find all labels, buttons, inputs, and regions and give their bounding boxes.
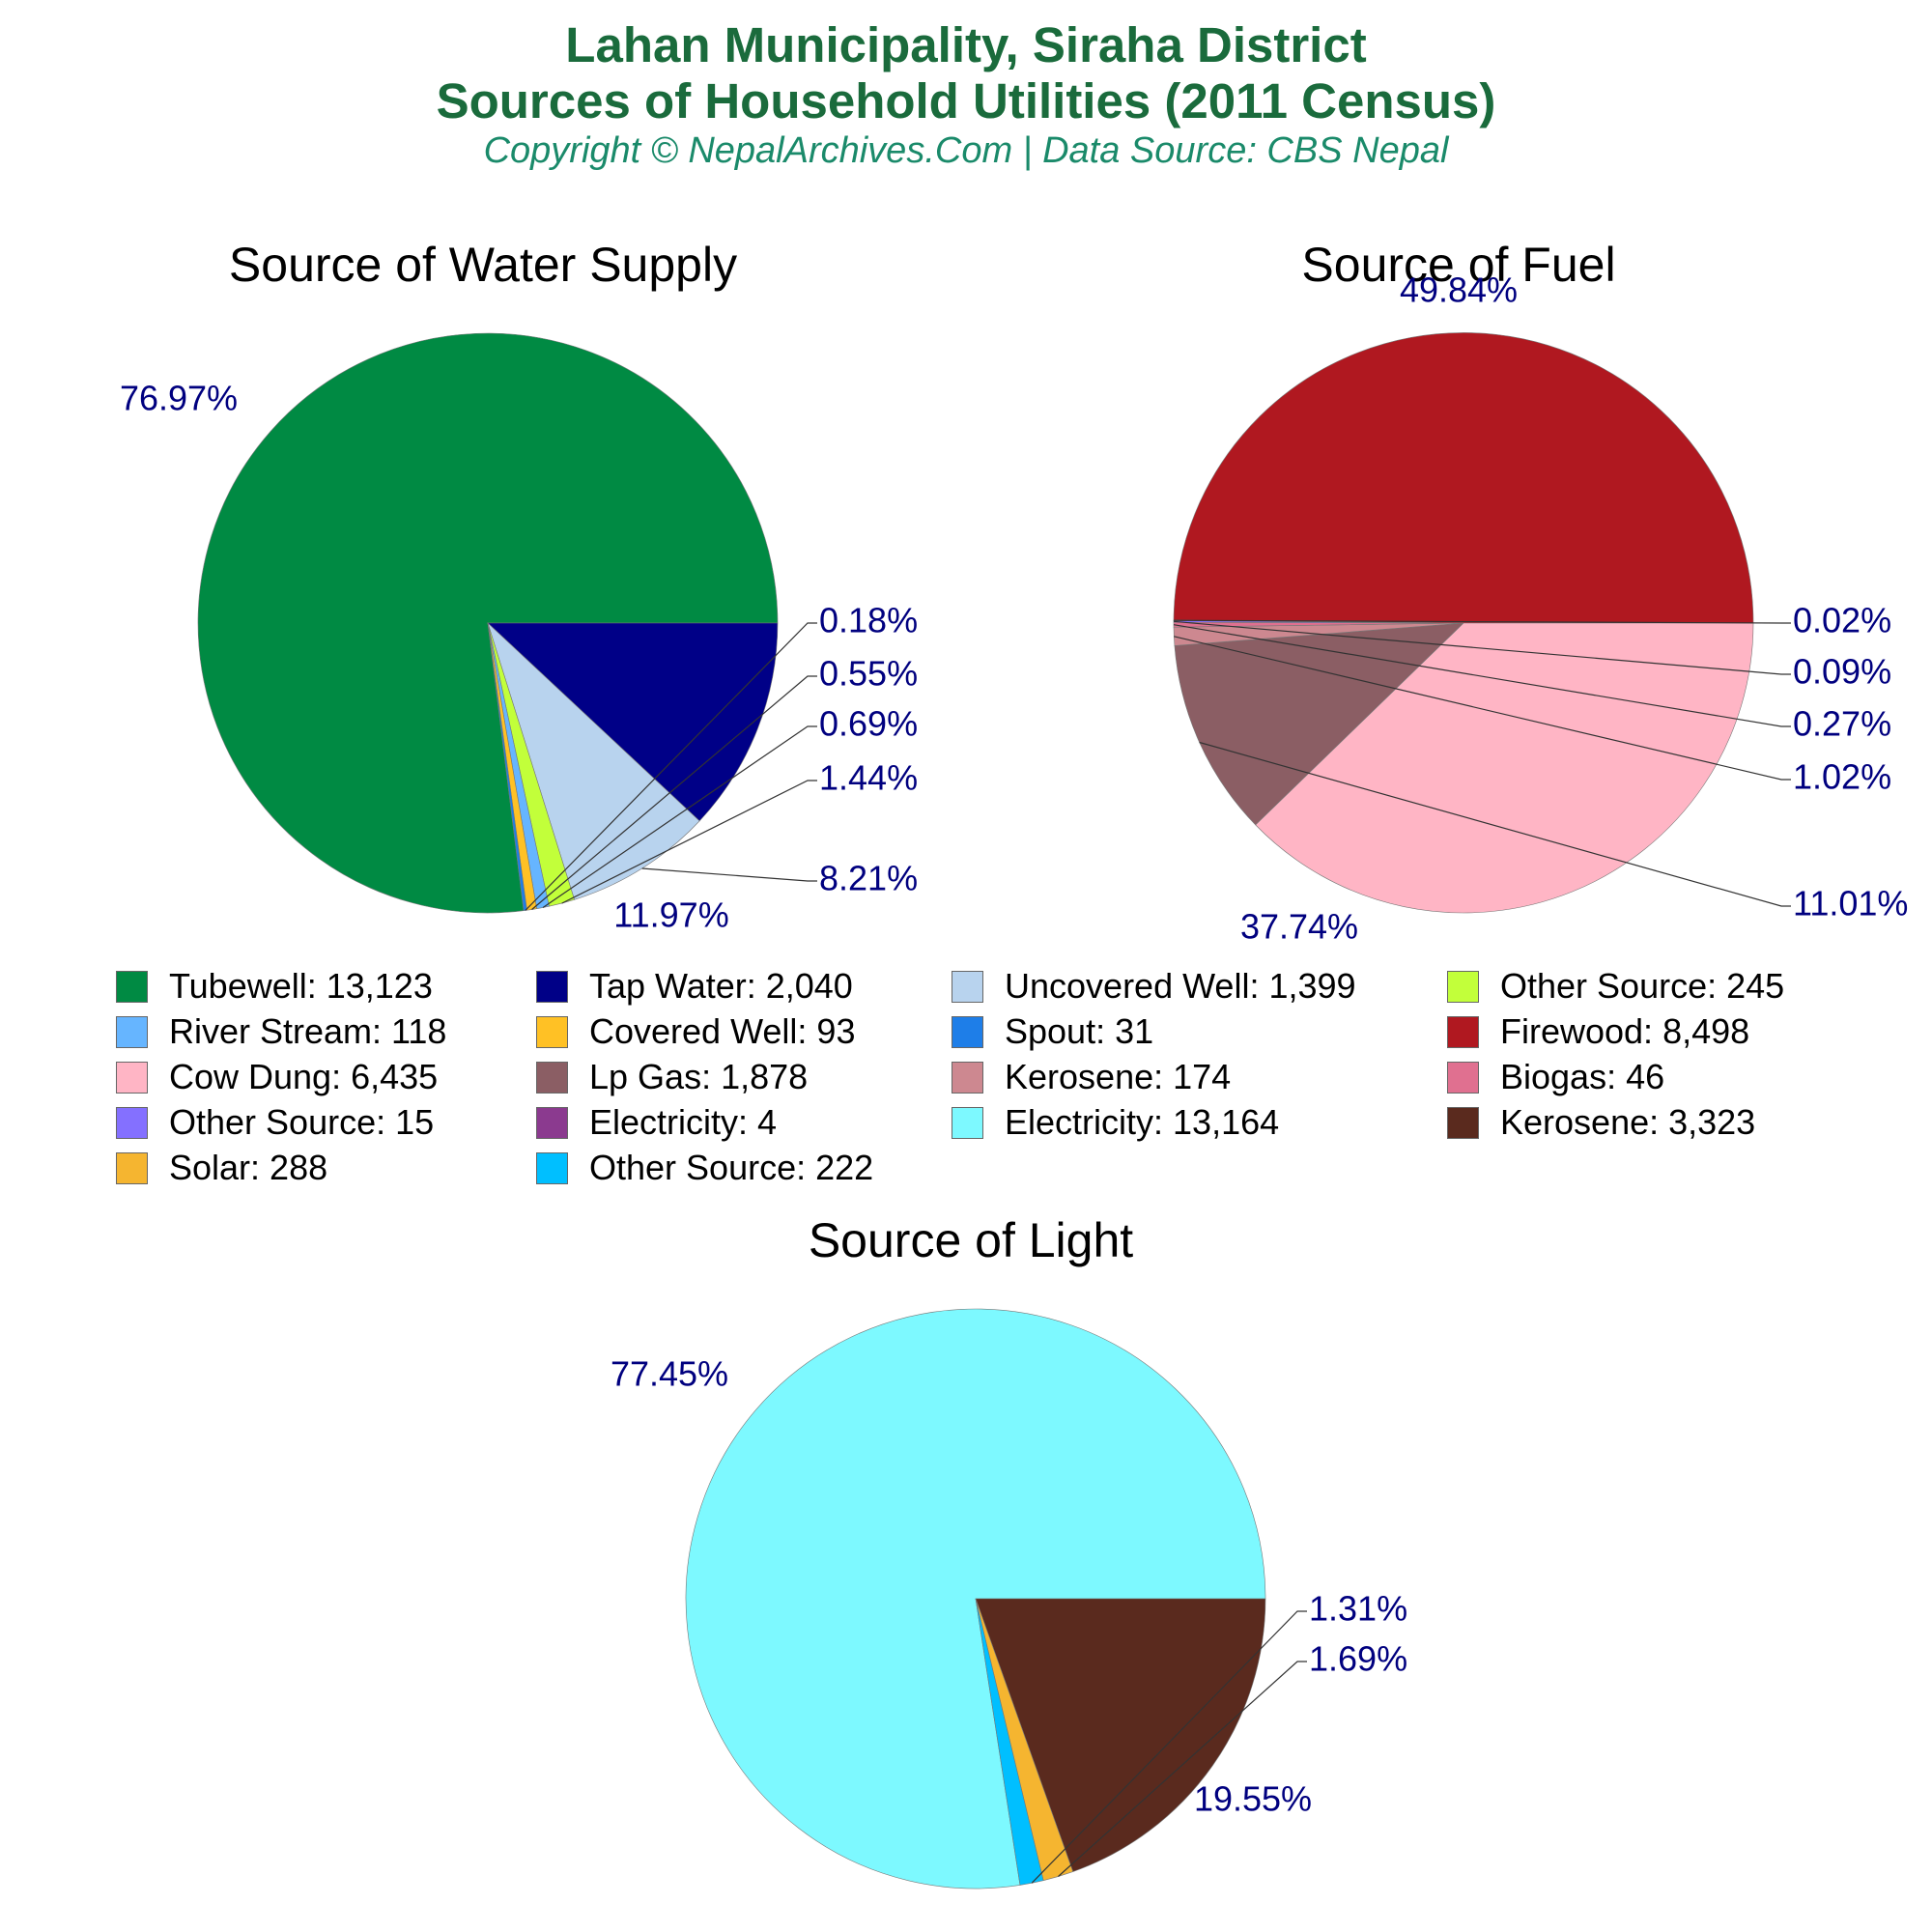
legend-swatch: [536, 1151, 568, 1184]
legend-item: Kerosene: 174: [952, 1057, 1231, 1097]
legend-item: Electricity: 13,164: [952, 1102, 1279, 1143]
title-line-2: Sources of Household Utilities (2011 Cen…: [436, 73, 1496, 128]
legend-item: Lp Gas: 1,878: [536, 1057, 808, 1097]
water-slice-uncovered-well: [487, 622, 700, 900]
legend-label: Kerosene: 3,323: [1500, 1102, 1756, 1142]
legend-label: Solar: 288: [169, 1148, 328, 1187]
light-leader-line: [1031, 1610, 1307, 1884]
water-pie-title: Source of Water Supply: [228, 238, 738, 292]
legend-swatch: [952, 1015, 983, 1048]
legend-swatch: [536, 1061, 568, 1094]
legend-swatch: [536, 1106, 568, 1139]
legend-swatch: [1447, 970, 1479, 1003]
water-leader-line: [542, 725, 817, 908]
legend-label: River Stream: 118: [169, 1011, 447, 1051]
water-percent-label: 0.55%: [819, 654, 918, 694]
water-percent-label: 11.97%: [613, 895, 728, 935]
legend-label: Other Source: 245: [1500, 966, 1785, 1006]
legend-swatch: [1447, 1061, 1479, 1094]
legend-item: Kerosene: 3,323: [1447, 1102, 1755, 1143]
legend-item: Covered Well: 93: [536, 1011, 855, 1052]
light-pie-title: Source of Light: [808, 1213, 1134, 1267]
legend-label: Lp Gas: 1,878: [589, 1057, 809, 1096]
legend-label: Other Source: 222: [589, 1148, 874, 1187]
legend-label: Cow Dung: 6,435: [169, 1057, 439, 1096]
legend-item: Cow Dung: 6,435: [116, 1057, 438, 1097]
legend-swatch: [116, 970, 148, 1003]
legend-swatch: [952, 1106, 983, 1139]
legend-label: Tubewell: 13,123: [169, 966, 433, 1006]
fuel-leader-line: [1199, 741, 1791, 907]
legend-label: Tap Water: 2,040: [589, 966, 853, 1006]
legend-label: Spout: 31: [1005, 1011, 1154, 1051]
legend-label: Other Source: 15: [169, 1102, 435, 1142]
legend-item: Biogas: 46: [1447, 1057, 1664, 1097]
light-slice-kerosene: [975, 1598, 1266, 1872]
legend-label: Covered Well: 93: [589, 1011, 856, 1051]
fuel-percent-label: 11.01%: [1793, 884, 1908, 923]
fuel-percent-label: 1.02%: [1793, 757, 1891, 797]
water-percent-label: 0.18%: [819, 601, 918, 640]
water-slice-tap-water: [487, 622, 779, 822]
water-percent-label: 1.44%: [819, 758, 918, 798]
legend-swatch: [116, 1151, 148, 1184]
legend-item: Solar: 288: [116, 1148, 327, 1188]
legend-item: Other Source: 245: [1447, 966, 1784, 1007]
chart-main-title: Lahan Municipality, Siraha District Sour…: [0, 17, 1932, 129]
water-leader-line: [525, 622, 817, 911]
legend-label: Biogas: 46: [1500, 1057, 1665, 1096]
light-percent-label: 1.31%: [1309, 1589, 1407, 1629]
water-percent-label: 76.97%: [120, 379, 238, 418]
legend-label: Firewood: 8,498: [1500, 1011, 1750, 1051]
legend-swatch: [1447, 1106, 1479, 1139]
fuel-percent-label: 37.74%: [1240, 907, 1358, 947]
fuel-percent-label: 49.84%: [1400, 270, 1518, 310]
water-percent-label: 0.69%: [819, 704, 918, 744]
water-leader-line: [641, 867, 817, 882]
water-percent-label: 8.21%: [819, 859, 918, 898]
legend-swatch: [116, 1106, 148, 1139]
legend-label: Electricity: 4: [589, 1102, 778, 1142]
legend-item: Tap Water: 2,040: [536, 966, 853, 1007]
legend-swatch: [536, 970, 568, 1003]
legend-label: Uncovered Well: 1,399: [1005, 966, 1356, 1006]
fuel-percent-label: 0.27%: [1793, 704, 1891, 744]
fuel-percent-label: 0.02%: [1793, 601, 1891, 640]
legend-swatch: [1447, 1015, 1479, 1048]
legend-item: Other Source: 222: [536, 1148, 873, 1188]
chart-subtitle: Copyright © NepalArchives.Com | Data Sou…: [483, 130, 1449, 171]
fuel-slice-cow-dung: [1255, 622, 1754, 914]
legend-item: Tubewell: 13,123: [116, 966, 433, 1007]
legend-item: Uncovered Well: 1,399: [952, 966, 1356, 1007]
fuel-leader-line: [1173, 619, 1791, 624]
water-leader-line: [561, 780, 817, 904]
legend-swatch: [536, 1015, 568, 1048]
legend-swatch: [116, 1061, 148, 1094]
fuel-leader-line: [1174, 636, 1791, 781]
light-percent-label: 77.45%: [611, 1354, 728, 1394]
legend-item: Firewood: 8,498: [1447, 1011, 1749, 1052]
fuel-percent-label: 0.09%: [1793, 652, 1891, 692]
fuel-leader-line: [1173, 620, 1791, 675]
legend-label: Electricity: 13,164: [1005, 1102, 1280, 1142]
legend-swatch: [116, 1015, 148, 1048]
light-leader-line: [1058, 1661, 1307, 1877]
water-leader-line: [531, 675, 817, 910]
light-slice-other-source: [975, 1598, 1044, 1886]
legend-swatch: [952, 970, 983, 1003]
fuel-slice-firewood: [1173, 332, 1754, 624]
legend-item: River Stream: 118: [116, 1011, 446, 1052]
legend-item: Electricity: 4: [536, 1102, 777, 1143]
legend-label: Kerosene: 174: [1005, 1057, 1232, 1096]
legend-item: Spout: 31: [952, 1011, 1153, 1052]
fuel-leader-line: [1173, 624, 1791, 727]
water-slice-spout: [487, 622, 527, 912]
legend-item: Other Source: 15: [116, 1102, 434, 1143]
light-percent-label: 1.69%: [1309, 1639, 1407, 1679]
light-percent-label: 19.55%: [1194, 1779, 1312, 1819]
title-line-1: Lahan Municipality, Siraha District: [565, 17, 1367, 72]
fuel-pie-title: Source of Fuel: [1301, 238, 1616, 292]
legend-swatch: [952, 1061, 983, 1094]
